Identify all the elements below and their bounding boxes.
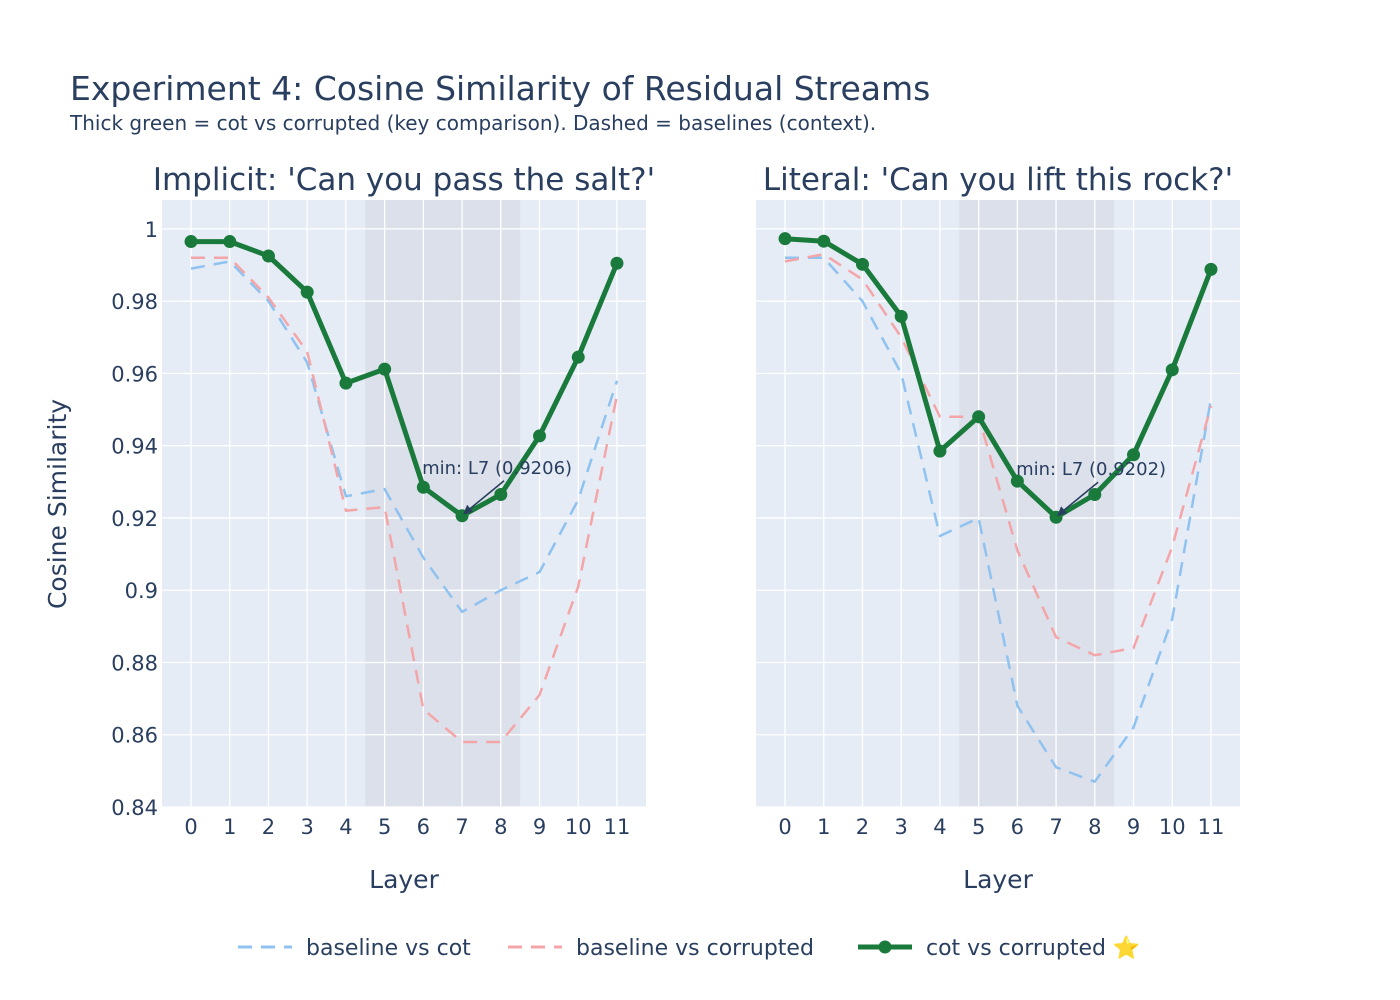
y-tick-label: 0.96 <box>111 362 158 386</box>
data-point-cot-vs-corrupted[interactable] <box>855 257 869 271</box>
data-point-cot-vs-corrupted[interactable] <box>300 285 314 299</box>
x-tick-label: 10 <box>1159 815 1186 839</box>
x-tick-label: 0 <box>184 815 197 839</box>
series-line-baseline-vs-corrupted-literal <box>784 252 1213 657</box>
annotation-arrowhead-implicit <box>463 504 474 515</box>
data-point-cot-vs-corrupted[interactable] <box>1088 487 1102 501</box>
data-point-cot-vs-corrupted[interactable] <box>778 232 792 246</box>
panel-implicit: 0 1 2 3 4 5 6 7 8 9 10 11 0.84 0.86 0.88 0.9 0.92 0.94 0.9… <box>111 200 646 839</box>
x-tick-label: 0 <box>778 815 791 839</box>
data-point-cot-vs-corrupted[interactable] <box>933 444 947 458</box>
y-tick-label: 0.98 <box>111 290 158 314</box>
panel-literal: 0 1 2 3 4 5 6 7 8 9 10 11 min: L7 (0.9202) <box>756 200 1240 839</box>
legend-item-baseline-vs-cot[interactable]: baseline vs cot <box>238 936 471 961</box>
x-tick-label: 2 <box>262 815 275 839</box>
x-tick-label: 10 <box>565 815 592 839</box>
data-point-cot-vs-corrupted[interactable] <box>817 234 831 248</box>
x-axis-label-implicit: Layer <box>369 865 439 894</box>
data-point-cot-vs-corrupted[interactable] <box>261 249 275 263</box>
annotation-arrow-literal <box>1058 481 1099 515</box>
x-tick-label: 1 <box>223 815 236 839</box>
series-line-baseline-vs-cot-literal <box>785 256 1213 783</box>
data-point-cot-vs-corrupted[interactable] <box>533 429 547 443</box>
subplot-title-implicit: Implicit: 'Can you pass the salt?' <box>153 162 655 198</box>
data-point-cot-vs-corrupted[interactable] <box>1127 448 1141 462</box>
data-point-cot-vs-corrupted[interactable] <box>894 309 908 323</box>
chart-title: Experiment 4: Cosine Similarity of Resid… <box>70 69 930 108</box>
x-tick-label: 6 <box>417 815 430 839</box>
y-tick-label: 0.9 <box>125 579 158 603</box>
x-axis-label-literal: Layer <box>963 865 1033 894</box>
data-point-cot-vs-corrupted[interactable] <box>184 235 198 249</box>
data-point-cot-vs-corrupted[interactable] <box>1204 262 1218 276</box>
x-tick-label: 4 <box>339 815 352 839</box>
y-tick-label: 1 <box>145 218 158 242</box>
legend-label-baseline-vs-corrupted: baseline vs corrupted <box>576 936 814 961</box>
x-tick-label: 3 <box>895 815 908 839</box>
y-axis-label: Cosine Similarity <box>43 399 72 609</box>
series-line-baseline-vs-corrupted-implicit <box>191 256 619 744</box>
legend-marker-cot-vs-corrupted <box>878 940 892 954</box>
data-point-cot-vs-corrupted[interactable] <box>339 376 353 390</box>
y-tick-label: 0.88 <box>111 651 158 675</box>
plot-panels: 0 1 2 3 4 5 6 7 8 9 10 110.840.860.880.90.920.940.9… <box>111 200 1240 839</box>
highlight-band-literal <box>959 200 1115 807</box>
annotation-arrow-implicit <box>464 480 505 514</box>
legend-item-cot-vs-corrupted[interactable]: cot vs corrupted ⭐ <box>858 935 1140 961</box>
data-point-cot-vs-corrupted[interactable] <box>223 235 237 249</box>
legend-item-baseline-vs-corrupted[interactable]: baseline vs corrupted <box>508 936 814 961</box>
annotation-arrowhead-literal <box>1057 506 1068 517</box>
legend-label-baseline-vs-cot: baseline vs cot <box>306 936 471 961</box>
x-tick-label: 3 <box>301 815 314 839</box>
x-tick-label: 11 <box>1198 815 1225 839</box>
annotation-label-implicit: min: L7 (0.9206) <box>422 458 572 479</box>
x-tick-label: 5 <box>378 815 391 839</box>
y-tick-label: 0.84 <box>111 796 158 820</box>
x-tick-label: 11 <box>604 815 631 839</box>
data-point-cot-vs-corrupted[interactable] <box>610 256 624 270</box>
y-tick-label: 0.86 <box>111 724 158 748</box>
subplot-title-literal: Literal: 'Can you lift this rock?' <box>763 162 1233 198</box>
data-point-cot-vs-corrupted[interactable] <box>571 350 585 364</box>
data-point-cot-vs-corrupted[interactable] <box>378 362 392 376</box>
data-point-cot-vs-corrupted[interactable] <box>1010 474 1024 488</box>
x-tick-label: 9 <box>533 815 546 839</box>
x-tick-label: 8 <box>494 815 507 839</box>
x-tick-label: 8 <box>1088 815 1101 839</box>
legend-label-cot-vs-corrupted: cot vs corrupted ⭐ <box>926 935 1140 961</box>
x-tick-label: 4 <box>933 815 946 839</box>
x-tick-label: 7 <box>1049 815 1062 839</box>
legend[interactable]: baseline vs cot baseline vs corrupted co… <box>238 935 1140 961</box>
data-point-cot-vs-corrupted[interactable] <box>494 487 508 501</box>
x-tick-label: 9 <box>1127 815 1140 839</box>
x-tick-label: 2 <box>856 815 869 839</box>
x-tick-label: 7 <box>455 815 468 839</box>
data-point-cot-vs-corrupted[interactable] <box>416 480 430 494</box>
chart-subtitle: Thick green = cot vs corrupted (key comp… <box>69 111 876 135</box>
series-line-cot-vs-corrupted-implicit <box>191 239 620 519</box>
x-tick-label: 1 <box>817 815 830 839</box>
y-tick-label: 0.92 <box>111 507 158 531</box>
y-tick-label: 0.94 <box>111 435 158 459</box>
data-point-cot-vs-corrupted[interactable] <box>972 410 986 424</box>
annotation-label-literal: min: L7 (0.9202) <box>1016 459 1166 480</box>
series-line-cot-vs-corrupted-literal <box>784 236 1214 520</box>
x-tick-label: 5 <box>972 815 985 839</box>
x-tick-label: 6 <box>1011 815 1024 839</box>
data-point-cot-vs-corrupted[interactable] <box>1165 363 1179 377</box>
